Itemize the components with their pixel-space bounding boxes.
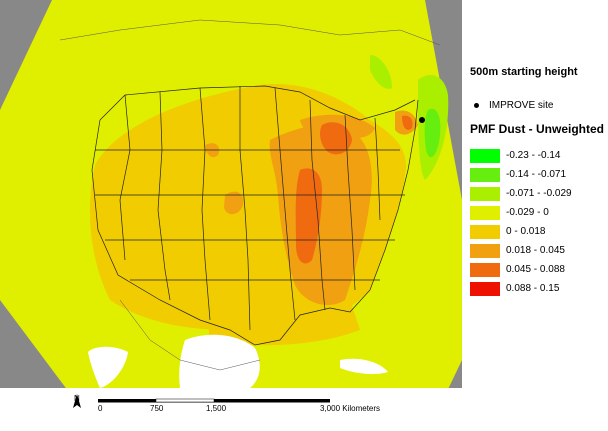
legend-class-label: -0.23 - -0.14 — [506, 150, 561, 161]
legend-swatch — [470, 186, 500, 201]
scale-bar-bg — [68, 394, 448, 426]
legend-class-row: -0.14 - -0.071 — [470, 165, 572, 184]
legend-classes: -0.23 - -0.14 -0.14 - -0.071 -0.071 - -0.0… — [470, 146, 572, 298]
legend-swatch — [470, 224, 500, 239]
scale-bar-seg-1 — [98, 399, 156, 402]
boundaries — [91, 85, 419, 346]
water-corner-topleft — [0, 0, 52, 110]
legend-title: 500m starting height — [470, 66, 578, 78]
boundary-east2 — [344, 114, 356, 291]
legend-class-row: 0.088 - 0.15 — [470, 279, 572, 298]
legend-class-label: 0.018 - 0.045 — [506, 245, 565, 256]
boundary-us-outline — [91, 99, 419, 346]
legend-class-label: -0.14 - -0.071 — [506, 169, 567, 180]
north-arrow-shape — [73, 394, 81, 408]
legend-class-row: -0.071 - -0.029 — [470, 184, 572, 203]
legend-site-row: IMPROVE site — [474, 100, 553, 111]
scale-bar: 0 750 1,500 3,000 Kilometers — [68, 394, 448, 426]
boundary-east3 — [374, 117, 381, 221]
legend-class-label: -0.029 - 0 — [506, 207, 549, 218]
legend-class-label: -0.071 - -0.029 — [506, 188, 572, 199]
nodata-baja — [88, 346, 128, 388]
legend-site-label: IMPROVE site — [489, 100, 554, 111]
legend-panel: 500m starting height IMPROVE site PMF Du… — [462, 0, 608, 427]
region-neg-014-0071 — [424, 108, 441, 158]
scale-tick-1500: 1,500 — [206, 404, 227, 413]
legend-class-label: 0.045 - 0.088 — [506, 264, 565, 275]
legend-class-row: -0.029 - 0 — [470, 203, 572, 222]
scale-bar-seg-2 — [155, 398, 215, 403]
boundary-central2 — [239, 86, 251, 331]
map-canvas — [0, 0, 462, 427]
nodata-cuba — [340, 358, 388, 375]
boundary-us-canada — [99, 85, 416, 121]
boundary-canada-north — [59, 19, 441, 46]
legend-swatch — [470, 148, 500, 163]
north-arrow — [70, 394, 84, 412]
legend-swatch — [470, 281, 500, 296]
nodata-mexico — [179, 334, 260, 388]
legend-swatch — [470, 205, 500, 220]
legend-swatch — [470, 243, 500, 258]
legend-class-row: 0 - 0.018 — [470, 222, 572, 241]
region-0045-0088-ne — [402, 115, 413, 130]
region-0018-0045-east — [269, 124, 372, 305]
improve-site-icon — [474, 103, 479, 108]
boundary-east1 — [309, 99, 326, 311]
region-0045-0088-michigan — [320, 122, 352, 155]
legend-class-label: 0 - 0.018 — [506, 226, 546, 237]
north-label: N — [74, 394, 80, 403]
legend-class-row: -0.23 - -0.14 — [470, 146, 572, 165]
region-0-0018-south — [205, 300, 360, 346]
scale-tick-0: 0 — [98, 404, 103, 413]
legend-class-row: 0.045 - 0.088 — [470, 260, 572, 279]
legend-swatch — [470, 167, 500, 182]
improve-site-marker — [419, 117, 425, 123]
legend-class-label: 0.088 - 0.15 — [506, 283, 560, 294]
scale-bar-seg-3 — [214, 399, 330, 402]
boundary-central3 — [274, 87, 296, 321]
boundary-mexico — [119, 299, 261, 371]
boundary-west1 — [119, 94, 131, 261]
north-arrow-icon — [73, 394, 81, 408]
region-neg-0071-0029 — [370, 55, 392, 89]
scale-bar-graphic — [68, 394, 448, 426]
legend-subtitle: PMF Dust - Unweighted — [470, 122, 604, 136]
boundaries-outer — [59, 19, 441, 371]
scale-tick-3000: 3,000 Kilometers — [320, 404, 381, 413]
legend-class-row: 0.018 - 0.045 — [470, 241, 572, 260]
region-0018-0045-plains — [224, 191, 244, 215]
legend-swatch — [470, 262, 500, 277]
scale-tick-750: 750 — [150, 404, 164, 413]
